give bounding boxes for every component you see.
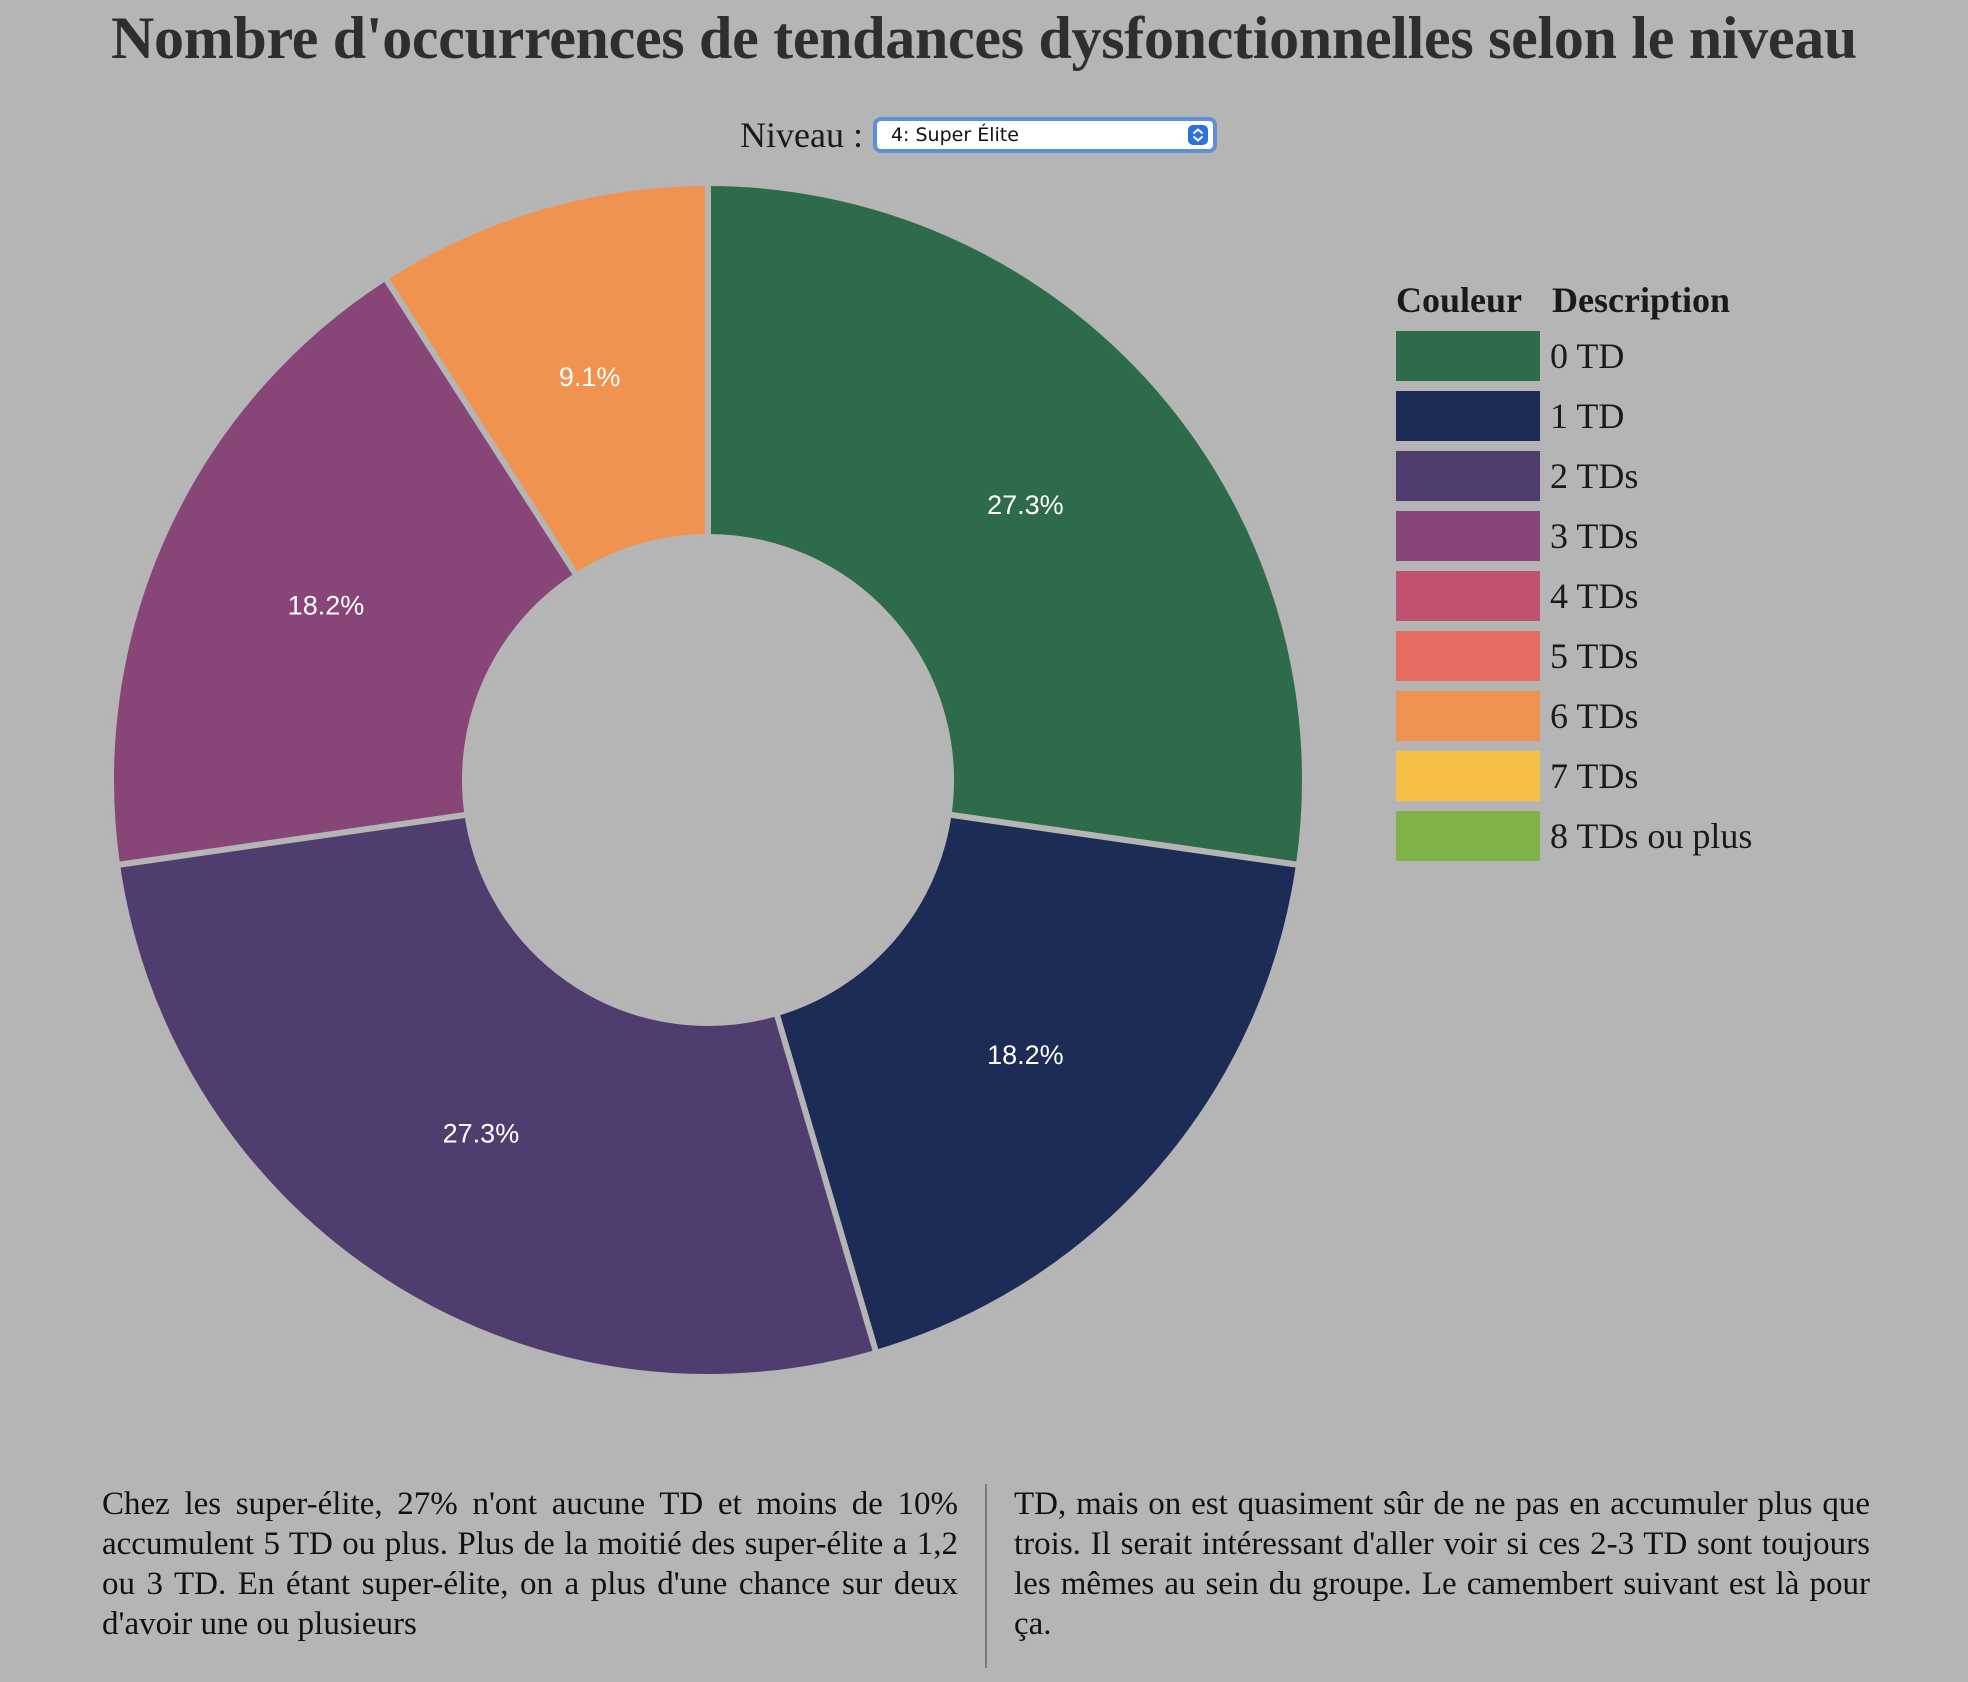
donut-slice-labels: 27.3% 18.2% 27.3% 18.2% 9.1% (288, 362, 1064, 1148)
legend-item: 1 TD (1394, 386, 1752, 446)
legend-swatch (1396, 811, 1540, 861)
slice-value-label: 18.2% (987, 1040, 1064, 1070)
legend-item: 6 TDs (1394, 686, 1752, 746)
legend-item: 7 TDs (1394, 746, 1752, 806)
legend: Couleur Description 0 TD 1 TD 2 TDs 3 TDs 4 … (1394, 274, 1752, 866)
slice-value-label: 27.3% (443, 1118, 520, 1148)
legend-label: 4 TDs (1550, 576, 1639, 616)
legend-item: 3 TDs (1394, 506, 1752, 566)
description-column-2: TD, mais on est quasiment sûr de ne pas … (1014, 1486, 1870, 1642)
column-divider (985, 1484, 987, 1668)
legend-item: 5 TDs (1394, 626, 1752, 686)
description: Chez les super-élite, 27% n'ont aucune T… (102, 1484, 1870, 1670)
legend-swatch (1396, 751, 1540, 801)
legend-label: 5 TDs (1550, 636, 1639, 676)
select-arrows-icon (1187, 125, 1208, 145)
legend-swatch (1396, 331, 1540, 381)
legend-label: 3 TDs (1550, 516, 1639, 556)
legend-swatch (1396, 511, 1540, 561)
slice-value-label: 9.1% (559, 362, 621, 392)
legend-swatch (1396, 391, 1540, 441)
legend-rows: 0 TD 1 TD 2 TDs 3 TDs 4 TDs 5 TDs 6 TDs 7 TDs 8 … (1394, 326, 1752, 866)
donut-slice (108, 273, 581, 869)
legend-item: 2 TDs (1394, 446, 1752, 506)
legend-label: 7 TDs (1550, 756, 1639, 796)
level-select[interactable]: 4: Super Élite (872, 117, 1217, 153)
slice-value-label: 18.2% (288, 591, 365, 621)
donut-slice (705, 179, 1308, 869)
legend-header: Couleur Description (1394, 274, 1752, 326)
legend-swatch (1396, 571, 1540, 621)
legend-label: 0 TD (1550, 336, 1625, 376)
legend-header-color: Couleur (1396, 280, 1522, 320)
level-label: Niveau : (740, 115, 863, 155)
legend-swatch (1396, 451, 1540, 501)
description-column-1: Chez les super-élite, 27% n'ont aucune T… (102, 1486, 958, 1642)
page-title: Nombre d'occurrences de tendances dysfon… (111, 5, 1857, 71)
legend-swatch (1396, 691, 1540, 741)
legend-label: 6 TDs (1550, 696, 1639, 736)
legend-label: 2 TDs (1550, 456, 1639, 496)
legend-item: 4 TDs (1394, 566, 1752, 626)
donut-slice (381, 179, 711, 580)
level-selector-row: Niveau : 4: Super Élite (740, 112, 1217, 158)
legend-item: 8 TDs ou plus (1394, 806, 1752, 866)
donut-slice (772, 811, 1303, 1357)
donut-slices (108, 179, 1308, 1380)
legend-item: 0 TD (1394, 326, 1752, 386)
donut-slice (113, 811, 880, 1380)
level-select-value: 4: Super Élite (890, 124, 1019, 146)
legend-header-description: Description (1552, 280, 1730, 320)
legend-label: 8 TDs ou plus (1550, 816, 1753, 856)
legend-label: 1 TD (1550, 396, 1625, 436)
legend-swatch (1396, 631, 1540, 681)
slice-value-label: 27.3% (987, 490, 1064, 520)
donut-chart: 27.3% 18.2% 27.3% 18.2% 9.1% (108, 179, 1308, 1380)
